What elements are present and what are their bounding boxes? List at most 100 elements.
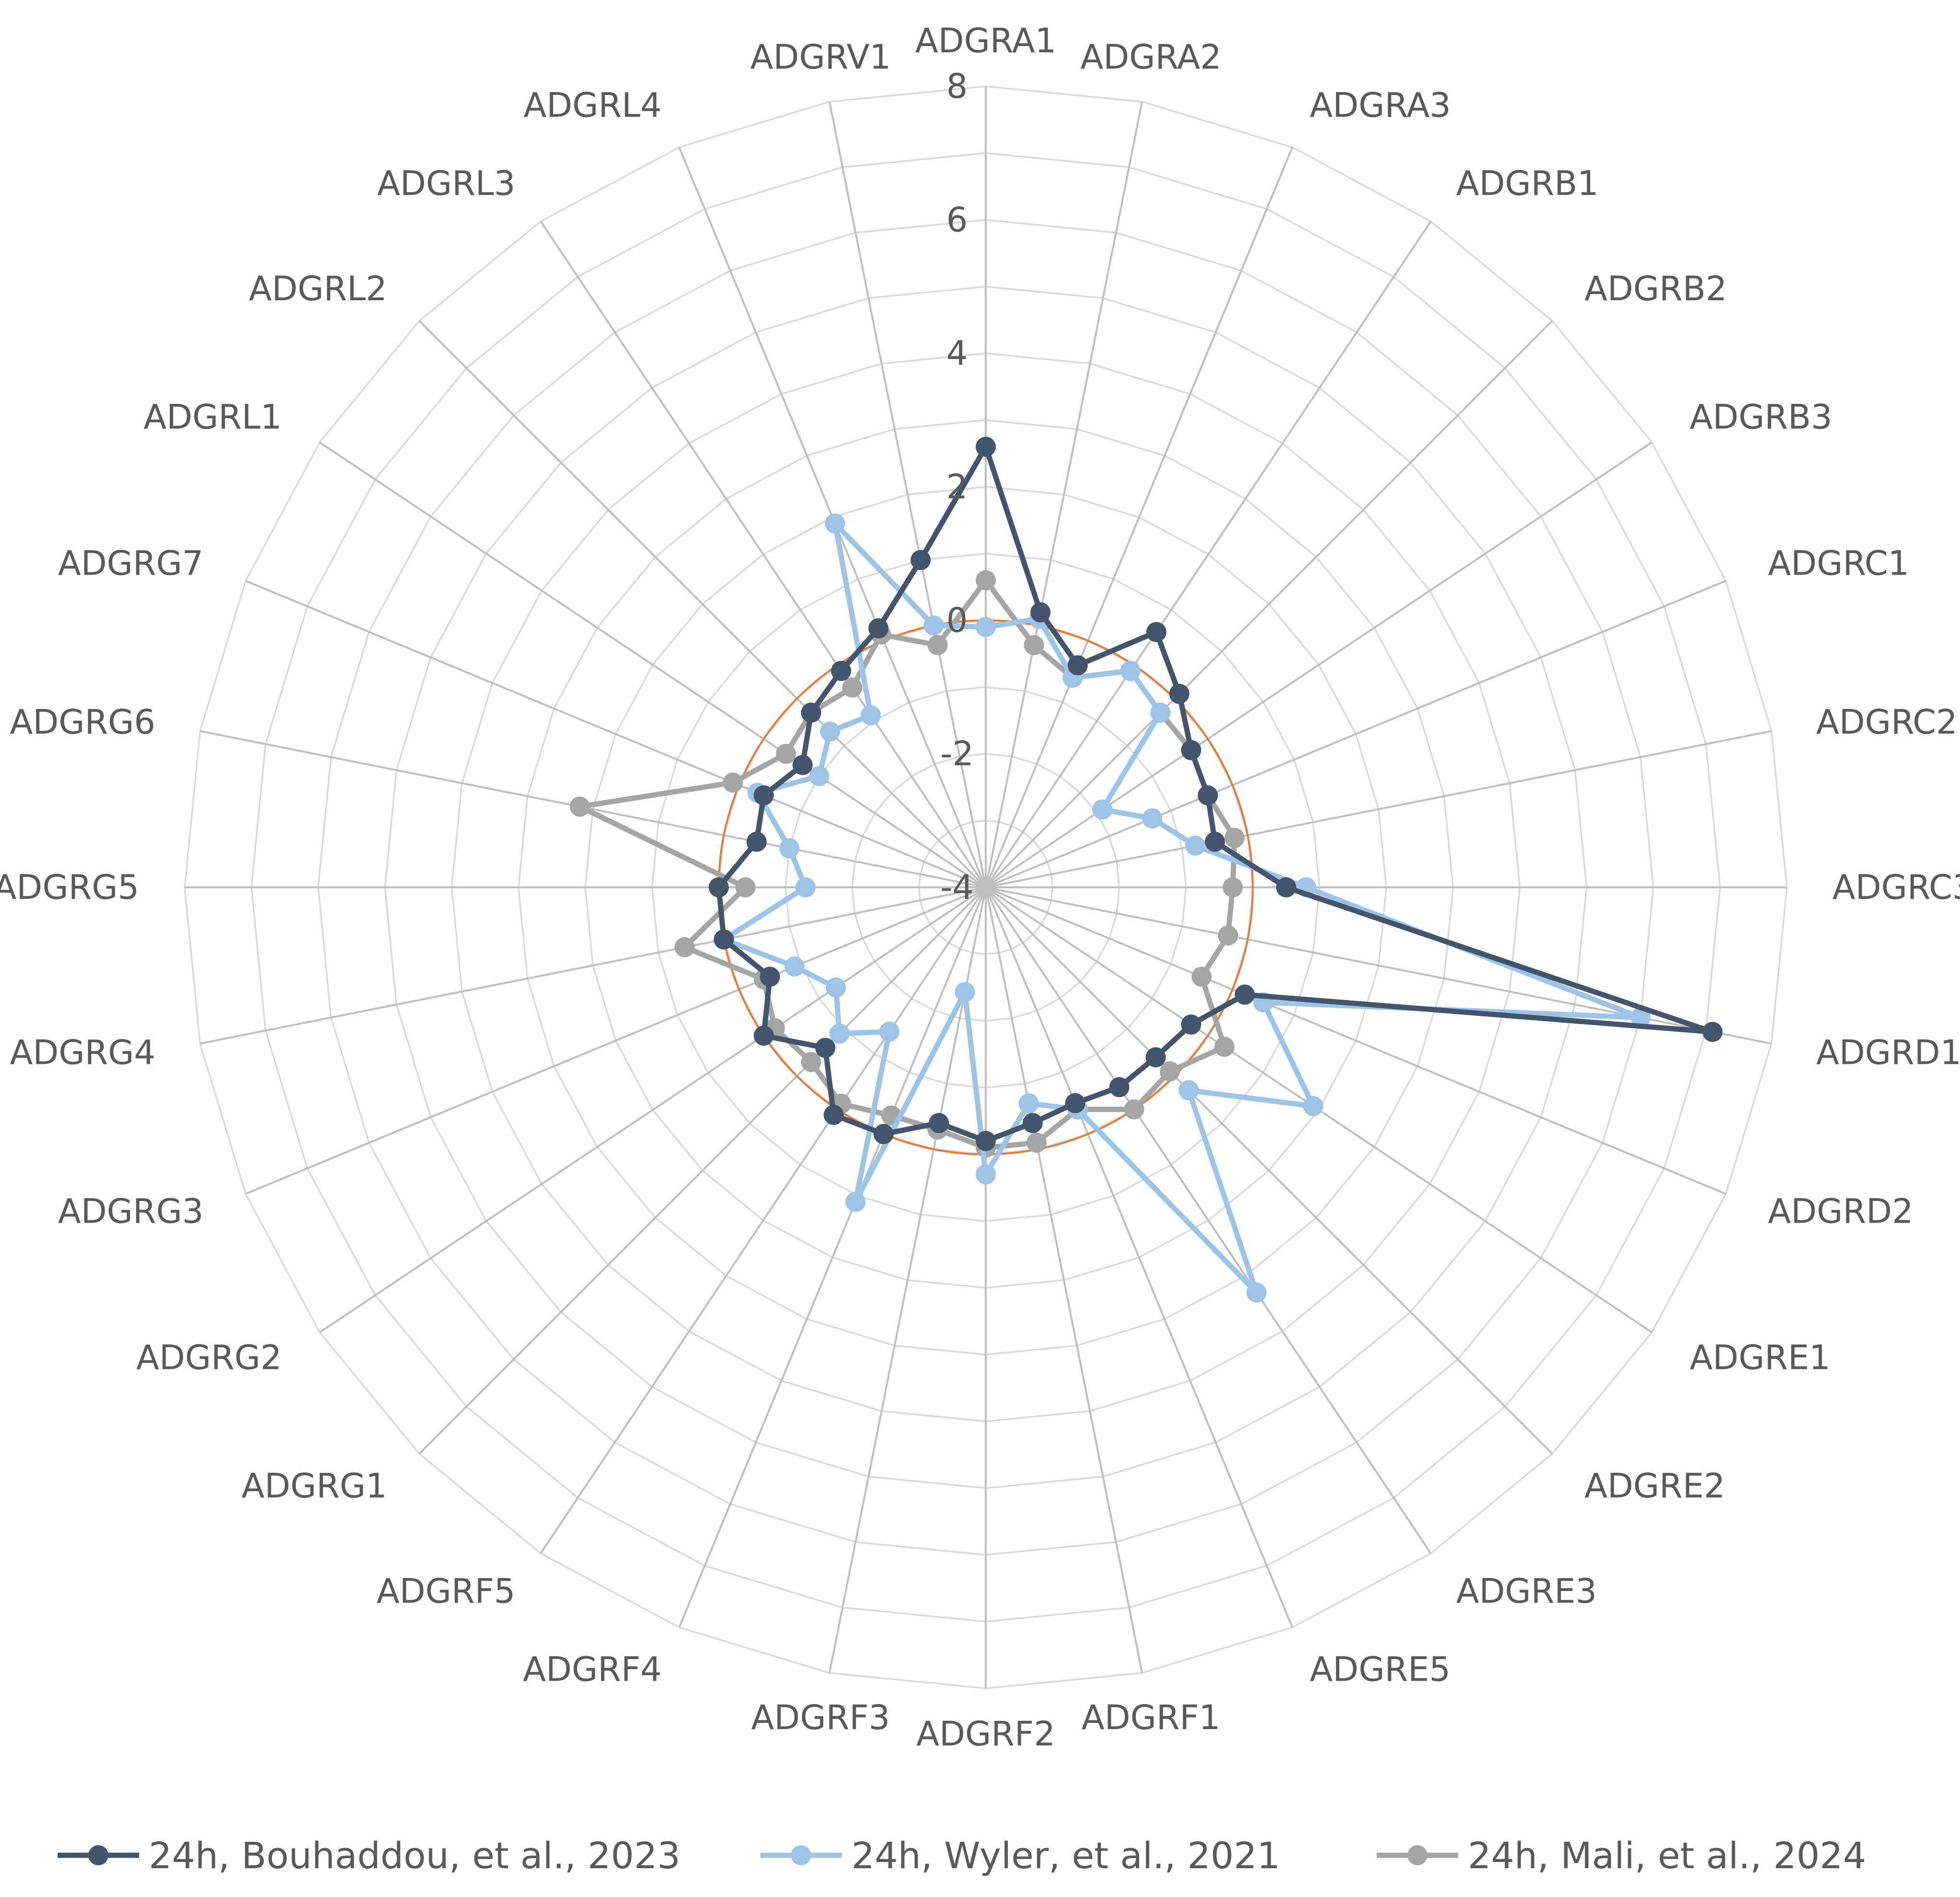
- data-point-adgrg5: [735, 877, 756, 897]
- legend-swatch-marker: [1407, 1845, 1428, 1865]
- category-label-adgra1: ADGRA1: [915, 21, 1056, 60]
- data-point-adgra1: [976, 617, 996, 637]
- data-point-adgre1: [1303, 1096, 1323, 1117]
- spoke-adgrf5: [540, 886, 987, 1554]
- data-point-adgre5: [1065, 1093, 1086, 1114]
- category-label-adgrg4: ADGRG4: [10, 1033, 155, 1072]
- category-label-adgre3: ADGRE3: [1456, 1572, 1597, 1611]
- category-label-adgrv1: ADGRV1: [750, 37, 891, 77]
- data-point-adgre3: [1109, 1077, 1130, 1097]
- data-point-adgra1: [976, 570, 996, 590]
- data-point-adgrc2: [1224, 827, 1245, 848]
- data-point-adgrv1: [923, 615, 944, 636]
- data-point-adgrg3: [784, 956, 805, 977]
- tick-label: -2: [940, 734, 974, 774]
- data-point-adgrl2: [820, 721, 840, 742]
- spoke-adgrb2: [985, 320, 1553, 888]
- spoke-adgrg6: [200, 730, 986, 888]
- data-point-adgra2: [1030, 602, 1051, 623]
- tick-label: 4: [946, 334, 968, 373]
- data-point-adgrf4: [845, 1191, 866, 1212]
- data-point-adgrg1: [829, 1024, 850, 1044]
- data-point-adgrg4: [674, 937, 695, 957]
- category-label-adgrb1: ADGRB1: [1456, 164, 1599, 203]
- data-point-adgrg6: [569, 796, 590, 817]
- data-point-adgrg1: [815, 1037, 836, 1058]
- data-point-adgrf3: [955, 982, 975, 1002]
- data-point-adgre1: [1181, 1014, 1202, 1035]
- data-point-adgrg2: [826, 977, 846, 998]
- data-point-adgrb3: [1092, 799, 1112, 820]
- data-point-adgrf2: [976, 1131, 996, 1151]
- data-point-adgrg1: [801, 1052, 821, 1072]
- category-label-adgrd1: ADGRD1: [1816, 1033, 1960, 1072]
- series-1: [708, 436, 1723, 1151]
- data-point-adgrc1: [1142, 808, 1163, 829]
- category-label-adgrg3: ADGRG3: [58, 1191, 203, 1231]
- data-point-adgrl4: [825, 513, 845, 534]
- category-label-adgrc1: ADGRC1: [1768, 544, 1910, 583]
- data-point-adgre2: [1145, 1047, 1166, 1068]
- spoke-adgrc1: [985, 580, 1726, 888]
- data-point-adgrf4: [873, 1124, 894, 1144]
- spoke-adgrg3: [245, 886, 986, 1195]
- data-point-adgrb3: [1181, 740, 1202, 760]
- spoke-adgrv1: [828, 101, 987, 888]
- data-point-adgrg6: [779, 838, 800, 859]
- category-label-adgrf3: ADGRF3: [751, 1698, 890, 1737]
- data-point-adgrg2: [754, 1025, 774, 1046]
- data-point-adgrf1: [1022, 1113, 1043, 1133]
- data-point-adgrg6: [746, 831, 767, 852]
- data-point-adgrl1: [792, 754, 813, 775]
- category-label-adgra2: ADGRA2: [1080, 37, 1221, 77]
- data-point-adgrd1: [1630, 1007, 1651, 1028]
- data-point-adgrb1: [1120, 660, 1141, 681]
- data-point-adgre3: [1246, 1282, 1267, 1303]
- spoke-adgrf3: [828, 887, 987, 1673]
- legend-label: 24h, Wyler, et al., 2021: [851, 1834, 1280, 1877]
- data-point-adgrv1: [910, 550, 931, 570]
- legend-item-3[interactable]: 24h, Mali, et al., 2024: [1377, 1834, 1866, 1877]
- category-label-adgrg2: ADGRG2: [136, 1338, 282, 1378]
- category-label-adgrl1: ADGRL1: [143, 397, 282, 436]
- legend-label: 24h, Bouhaddou, et al., 2023: [149, 1834, 681, 1877]
- series-layer: [569, 436, 1723, 1303]
- category-label-adgrc2: ADGRC2: [1816, 703, 1958, 742]
- data-point-adgrl1: [776, 743, 796, 764]
- tick-label: 0: [946, 601, 968, 640]
- category-label-adgrf2: ADGRF2: [916, 1714, 1055, 1754]
- data-point-adgre3: [1124, 1099, 1145, 1119]
- tick-label: 2: [946, 467, 968, 507]
- data-point-adgrc3: [1222, 877, 1243, 897]
- category-label-adgrl4: ADGRL4: [523, 85, 661, 125]
- data-point-adgrd2: [1235, 984, 1255, 1005]
- data-point-adgrg5: [708, 877, 729, 897]
- data-point-adgrg7: [722, 772, 743, 793]
- spoke-adgre5: [985, 887, 1293, 1628]
- category-label-adgrg1: ADGRG1: [242, 1466, 387, 1506]
- legend-item-2[interactable]: 24h, Wyler, et al., 2021: [760, 1834, 1280, 1877]
- data-point-adgrd2: [1192, 966, 1212, 987]
- legend: 24h, Bouhaddou, et al., 2023 24h, Wyler, …: [58, 1834, 1866, 1877]
- spoke-adgrf4: [678, 887, 987, 1628]
- spoke-adgrb1: [985, 221, 1432, 888]
- data-point-adgrc3: [1276, 877, 1297, 897]
- data-point-adgrl3: [861, 705, 881, 726]
- data-point-adgre2: [1159, 1061, 1180, 1082]
- data-point-adgrg3: [759, 966, 780, 987]
- data-point-adgra1: [976, 436, 996, 457]
- legend-item-1[interactable]: 24h, Bouhaddou, et al., 2023: [58, 1834, 681, 1877]
- category-label-adgrb2: ADGRB2: [1584, 269, 1727, 308]
- data-point-adgrb1: [1146, 622, 1167, 642]
- data-point-adgrg5: [795, 877, 816, 897]
- data-point-adgrf5: [879, 1021, 899, 1042]
- tick-label: 6: [946, 200, 968, 239]
- category-label-adgrd2: ADGRD2: [1768, 1191, 1913, 1231]
- legend-swatch-marker: [791, 1845, 811, 1865]
- data-point-adgrb2: [1169, 683, 1190, 704]
- category-label-adgrl2: ADGRL2: [249, 269, 387, 308]
- data-point-adgrg4: [714, 929, 734, 950]
- data-point-adgrg7: [754, 785, 774, 806]
